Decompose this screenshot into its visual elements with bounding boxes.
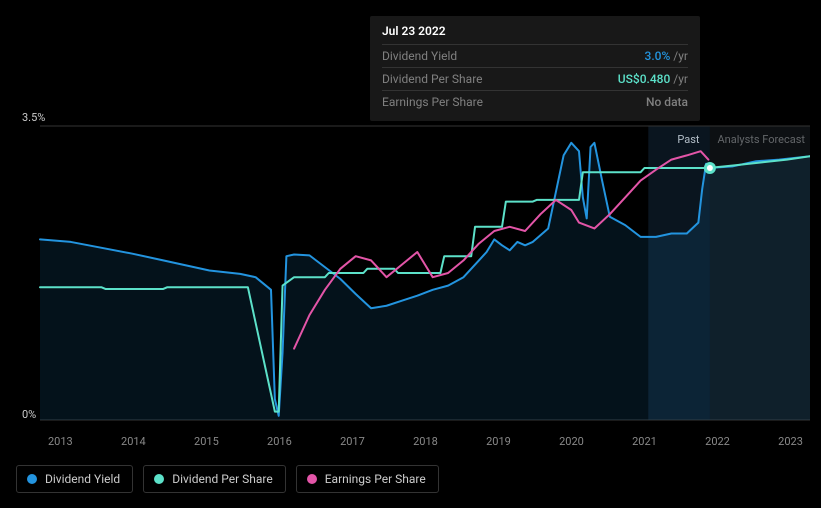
chart-plot-area (20, 110, 810, 444)
tooltip-row: Earnings Per Share No data (382, 90, 688, 113)
legend-dot-icon (27, 474, 37, 484)
x-axis-tick-label: 2019 (486, 435, 511, 448)
legend-item[interactable]: Earnings Per Share (296, 465, 439, 493)
x-axis-tick-label: 2022 (705, 435, 730, 448)
chart-svg (20, 110, 810, 444)
tooltip-row-label: Dividend Per Share (382, 72, 483, 86)
legend-item-label: Earnings Per Share (325, 472, 426, 486)
x-axis-tick-label: 2016 (267, 435, 292, 448)
legend-item[interactable]: Dividend Yield (16, 465, 133, 493)
tooltip-rows: Dividend Yield 3.0% /yr Dividend Per Share… (382, 44, 688, 113)
x-axis-tick-label: 2023 (778, 435, 803, 448)
legend: Dividend Yield Dividend Per Share Earnings… (16, 465, 439, 493)
tooltip-row-label: Earnings Per Share (382, 95, 483, 109)
tooltip-row-value: 3.0% /yr (645, 49, 688, 63)
x-axis-tick-label: 2020 (559, 435, 584, 448)
x-axis-tick-label: 2014 (121, 435, 146, 448)
legend-dot-icon (154, 474, 164, 484)
x-axis-tick-label: 2021 (632, 435, 657, 448)
x-axis-tick-label: 2013 (48, 435, 73, 448)
legend-item-label: Dividend Per Share (172, 472, 273, 486)
legend-item[interactable]: Dividend Per Share (143, 465, 286, 493)
tooltip-date: Jul 23 2022 (382, 24, 688, 44)
x-axis-labels: 2013 2014 2015 2016 2017 2018 2019 2020 2021 2022… (40, 435, 811, 448)
legend-dot-icon (307, 474, 317, 484)
chart-tooltip: Jul 23 2022 Dividend Yield3.0% /yrDivide… (370, 16, 700, 121)
x-axis-tick-label: 2017 (340, 435, 365, 448)
tooltip-row: Dividend Yield 3.0% /yr (382, 44, 688, 67)
tooltip-row-value: No data (646, 95, 688, 109)
chart-container: Jul 23 2022 Dividend Yield3.0% /yrDivide… (0, 0, 821, 508)
tooltip-row-label: Dividend Yield (382, 49, 457, 63)
x-axis-tick-label: 2015 (194, 435, 219, 448)
tooltip-row: Dividend Per Share US$0.480 /yr (382, 67, 688, 90)
x-axis-tick-label: 2018 (413, 435, 438, 448)
tooltip-row-value: US$0.480 /yr (618, 72, 688, 86)
legend-item-label: Dividend Yield (45, 472, 120, 486)
